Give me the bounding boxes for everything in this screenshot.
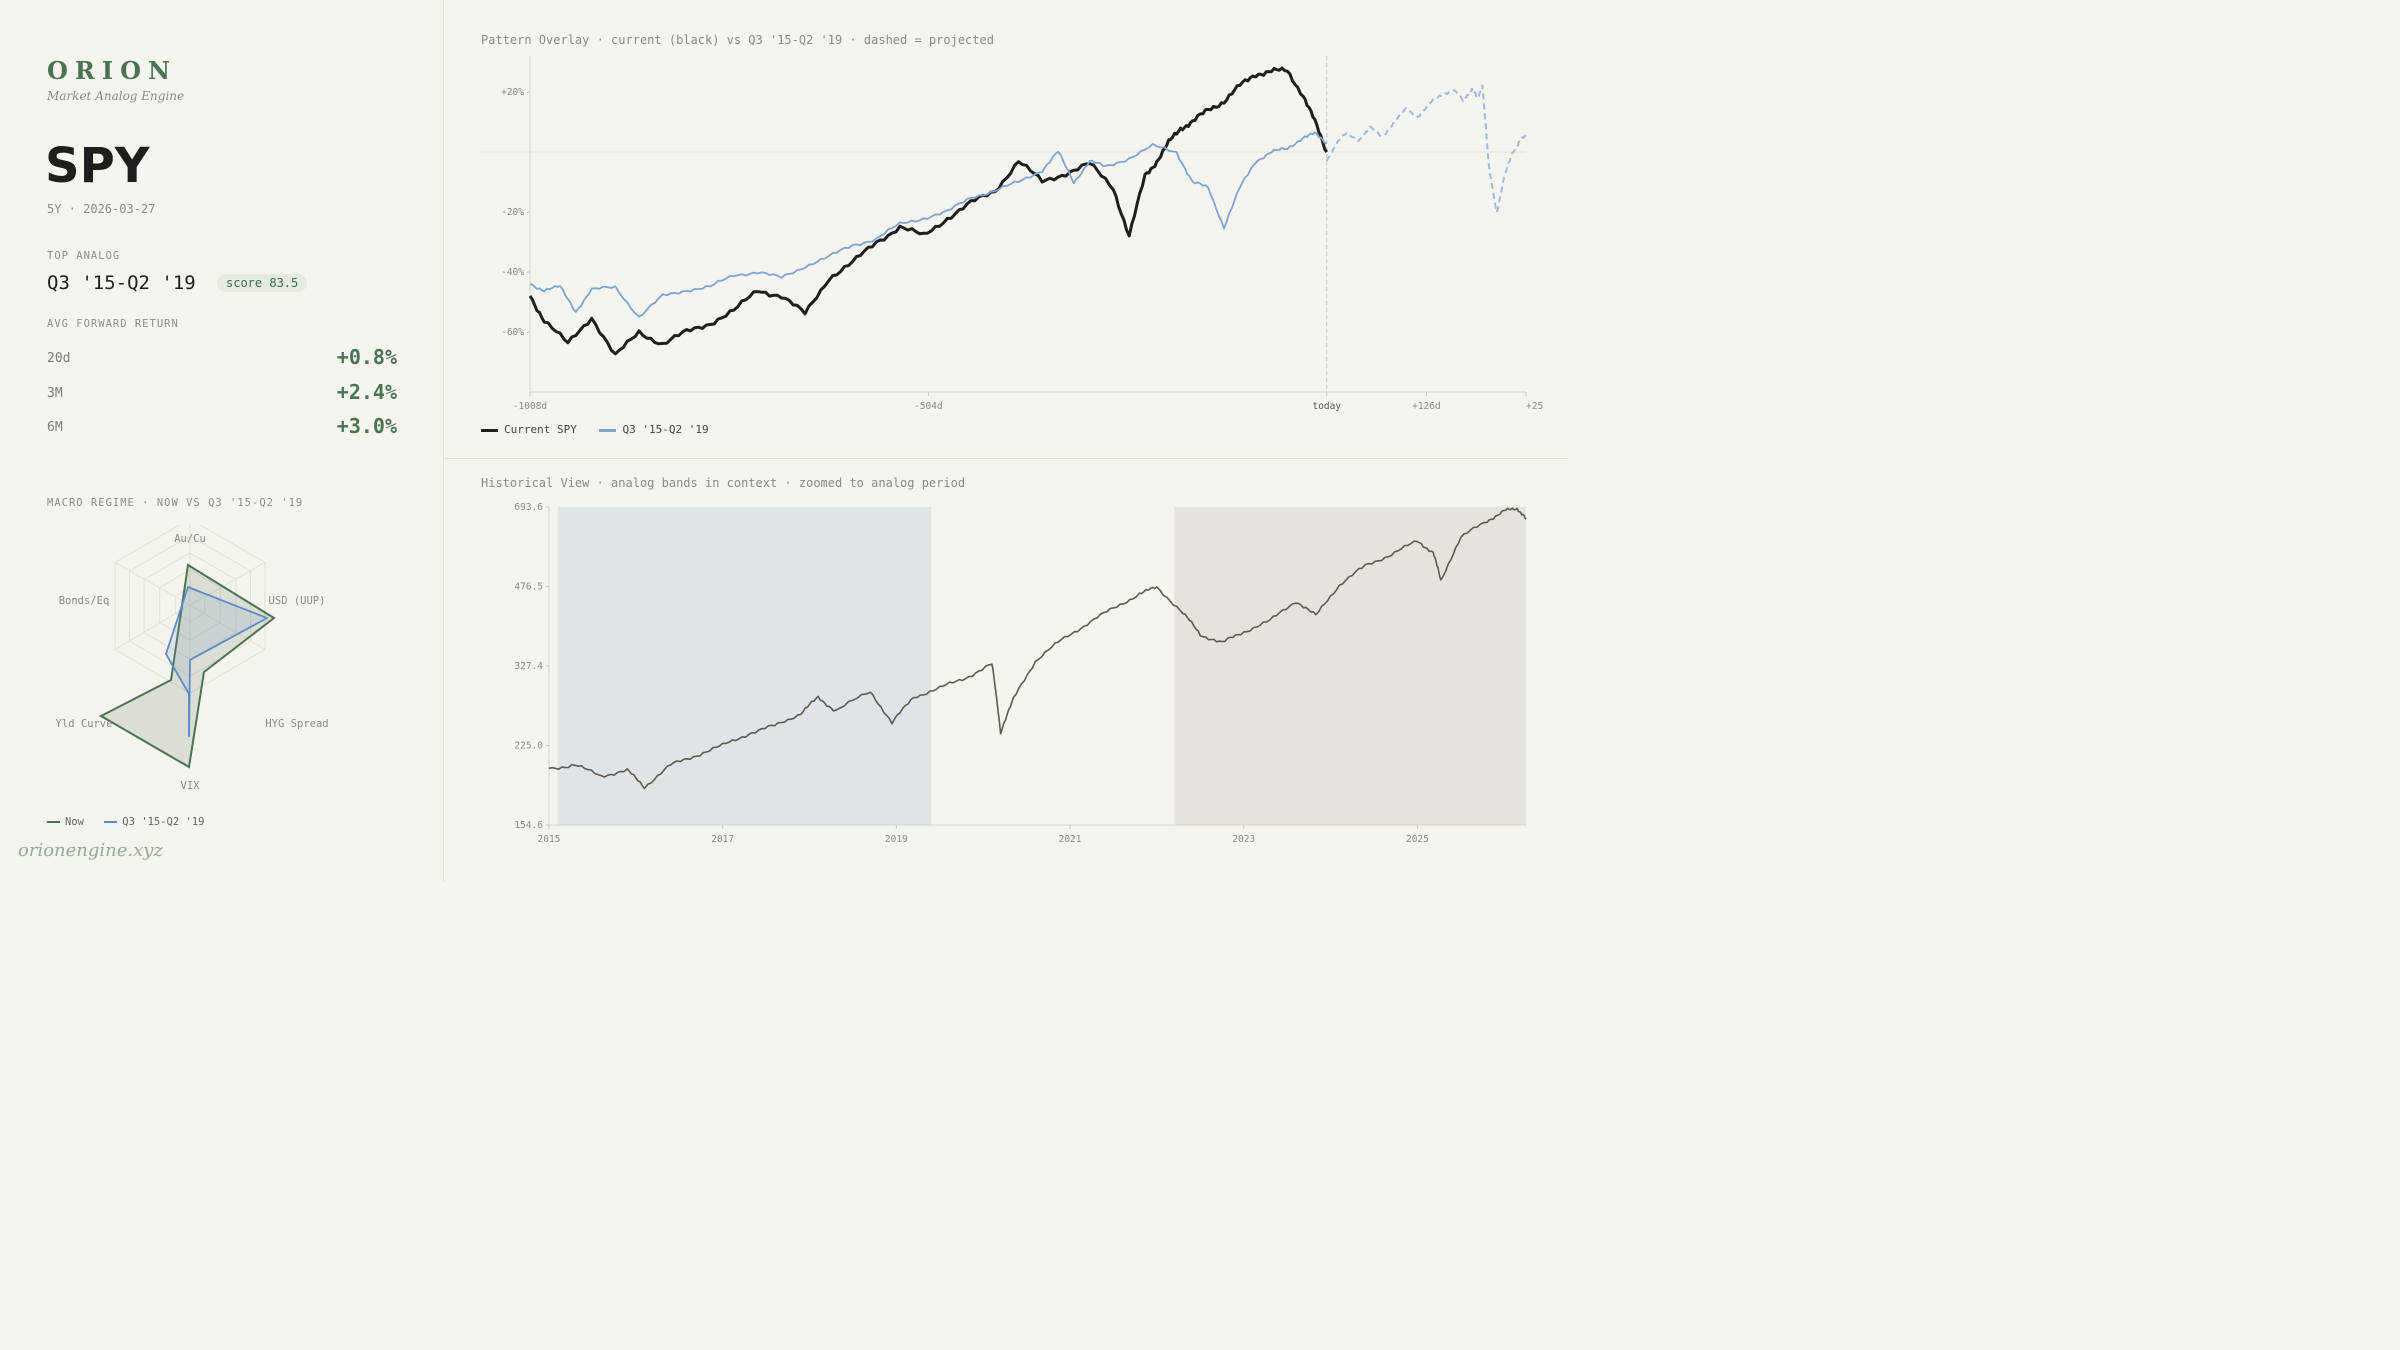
- legend-item-analog: Q3 '15-Q2 '19: [104, 816, 204, 828]
- macro-regime-label: MACRO REGIME · NOW VS Q3 '15-Q2 '19: [47, 497, 304, 509]
- x-tick-label: 2019: [885, 834, 908, 845]
- x-tick-label: -1008d: [513, 401, 547, 412]
- footer-link[interactable]: orionengine.xyz: [18, 840, 163, 861]
- x-tick-label: today: [1312, 401, 1341, 412]
- legend-item-analog: Q3 '15-Q2 '19: [599, 423, 709, 436]
- radar-series-now: [98, 563, 276, 769]
- forward-value: +3.0%: [336, 414, 397, 438]
- sidebar: ORION Market Analog Engine SPY 5Y · 2026…: [0, 0, 444, 882]
- radar-legend: Now Q3 '15-Q2 '19: [47, 816, 218, 828]
- x-tick-label: 2015: [538, 834, 561, 845]
- y-tick-label: 476.5: [514, 582, 543, 593]
- x-tick-label: 2025: [1406, 834, 1429, 845]
- analog-band: [557, 507, 932, 825]
- y-tick-label: 225.0: [514, 741, 543, 752]
- y-tick-label: -20%: [501, 207, 524, 218]
- y-tick-label: 327.4: [514, 661, 543, 672]
- historical-title: Historical View · analog bands in contex…: [481, 476, 966, 490]
- overlay-legend: Current SPY Q3 '15-Q2 '19: [481, 423, 725, 436]
- analog-series-line: [529, 131, 1327, 318]
- forward-return-row: 3M +2.4%: [47, 380, 397, 408]
- legend-item-now: Now: [47, 816, 84, 828]
- radar-axis-label: VIX: [181, 780, 201, 792]
- projected-series-line: [1325, 84, 1527, 214]
- ticker-meta: 5Y · 2026-03-27: [47, 202, 156, 216]
- x-tick-label: 2021: [1059, 834, 1082, 845]
- radar-axis-label: Au/Cu: [174, 533, 206, 545]
- forward-value: +0.8%: [336, 345, 397, 369]
- top-analog-name: Q3 '15-Q2 '19: [47, 272, 196, 294]
- x-tick-label: 2023: [1232, 834, 1255, 845]
- ticker-symbol: SPY: [45, 138, 150, 194]
- forward-return-row: 20d +0.8%: [47, 345, 397, 373]
- overlay-title: Pattern Overlay · current (black) vs Q3 …: [481, 33, 994, 47]
- forward-return-row: 6M +3.0%: [47, 414, 397, 442]
- macro-radar-chart: Au/Cu USD (UUP) HYG Spread VIX Yld Curve…: [56, 525, 329, 792]
- y-tick-label: 154.6: [514, 820, 543, 831]
- x-tick-label: -504d: [914, 401, 943, 412]
- x-tick-label: +25: [1526, 401, 1543, 412]
- current-series-line: [528, 66, 1329, 356]
- forward-horizon: 20d: [47, 351, 71, 366]
- x-tick-label: +126d: [1412, 401, 1441, 412]
- y-tick-label: -60%: [501, 327, 524, 338]
- radar-axis-label: Yld Curve: [56, 718, 113, 730]
- score-badge: score 83.5: [217, 274, 308, 292]
- analog-band: [1174, 507, 1526, 825]
- pattern-overlay-chart: +20% -20% -40% -60% -1008d -504d today +126d +25: [480, 56, 1543, 412]
- x-tick-label: 2017: [711, 834, 734, 845]
- y-tick-label: +20%: [501, 87, 524, 98]
- radar-axis-label: USD (UUP): [269, 595, 326, 607]
- y-tick-label: -40%: [501, 267, 524, 278]
- brand-logo: ORION: [47, 56, 177, 85]
- historical-chart: 693.6 476.5 327.4 225.0 154.6 2015 2017 2019 202…: [514, 502, 1527, 845]
- price-series-line: [548, 507, 1527, 790]
- legend-item-current: Current SPY: [481, 423, 577, 436]
- panel-divider: [444, 458, 1568, 459]
- radar-series-analog: [165, 585, 270, 738]
- y-tick-label: 693.6: [514, 502, 543, 513]
- radar-axis-label: HYG Spread: [265, 718, 328, 730]
- forward-horizon: 3M: [47, 386, 63, 401]
- forward-horizon: 6M: [47, 420, 63, 435]
- radar-axis-label: Bonds/Eq: [59, 595, 110, 607]
- forward-value: +2.4%: [336, 380, 397, 404]
- top-analog-label: TOP ANALOG: [47, 250, 121, 262]
- brand-subtitle: Market Analog Engine: [47, 89, 185, 103]
- forward-return-label: AVG FORWARD RETURN: [47, 318, 179, 330]
